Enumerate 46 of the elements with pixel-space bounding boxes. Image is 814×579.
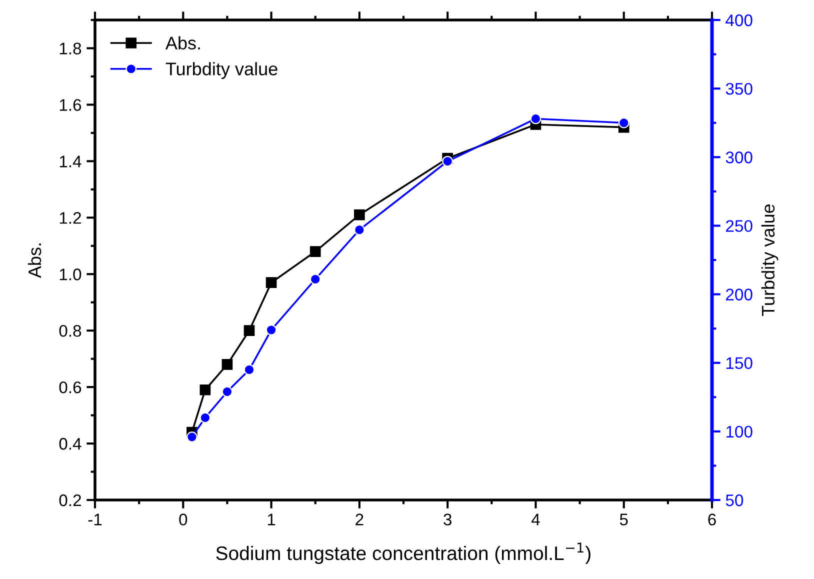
y2-tick-label: 150 [726,357,752,370]
point [200,412,211,424]
y-tick-label: 1.2 [60,212,81,224]
y-tick-label: 1.8 [60,42,82,54]
y2-tick-label: 350 [726,82,752,95]
point [186,432,198,442]
point [354,224,365,236]
x-axis-title: Sodium tungstate concentration (mmol.L$^{−1}$) [216,542,590,564]
y2-tick-label: 200 [726,288,752,300]
y2-tick-label: 250 [726,220,752,232]
y2-tick-label: 400 [726,14,752,26]
y2-tick-label: 100 [726,426,752,438]
y-tick-label: 0.8 [59,324,82,337]
x-tick-label: 6 [708,514,716,526]
y-tick-label: 1.4 [60,156,82,168]
y2-tick-label: 300 [726,152,752,164]
x-tick-label: 2 [356,514,364,526]
y-tick-label: 0.2 [59,494,81,506]
point [442,156,453,167]
x-tick-label: 4 [531,514,540,526]
point [244,325,255,336]
y-tick-label: 0.6 [59,381,82,394]
point [266,324,277,336]
point [222,386,233,398]
point [530,113,542,124]
legend-label: Turbdity value [166,62,278,79]
point [244,364,255,376]
point [354,209,365,220]
legend-label: Abs. [165,36,200,50]
point [310,274,321,285]
y-tick-label: 0.4 [59,438,82,450]
y-axis-title: Abs. [28,244,42,278]
x-tick-label: 1 [268,514,276,526]
y-tick-label: 1.6 [60,99,82,111]
point [310,246,321,257]
y-tick-label: 1.0 [60,268,82,280]
x-tick-label: 0 [179,514,188,526]
x-tick-label: 3 [444,514,452,526]
x-tick-label: 5 [620,514,628,526]
x-tick-label: -1 [88,514,102,526]
point [618,117,630,128]
y2-axis-title: Turbdity value [761,204,778,316]
y2-tick-label: 50 [726,494,744,506]
point [266,277,277,288]
point [200,384,211,396]
point [222,359,233,370]
